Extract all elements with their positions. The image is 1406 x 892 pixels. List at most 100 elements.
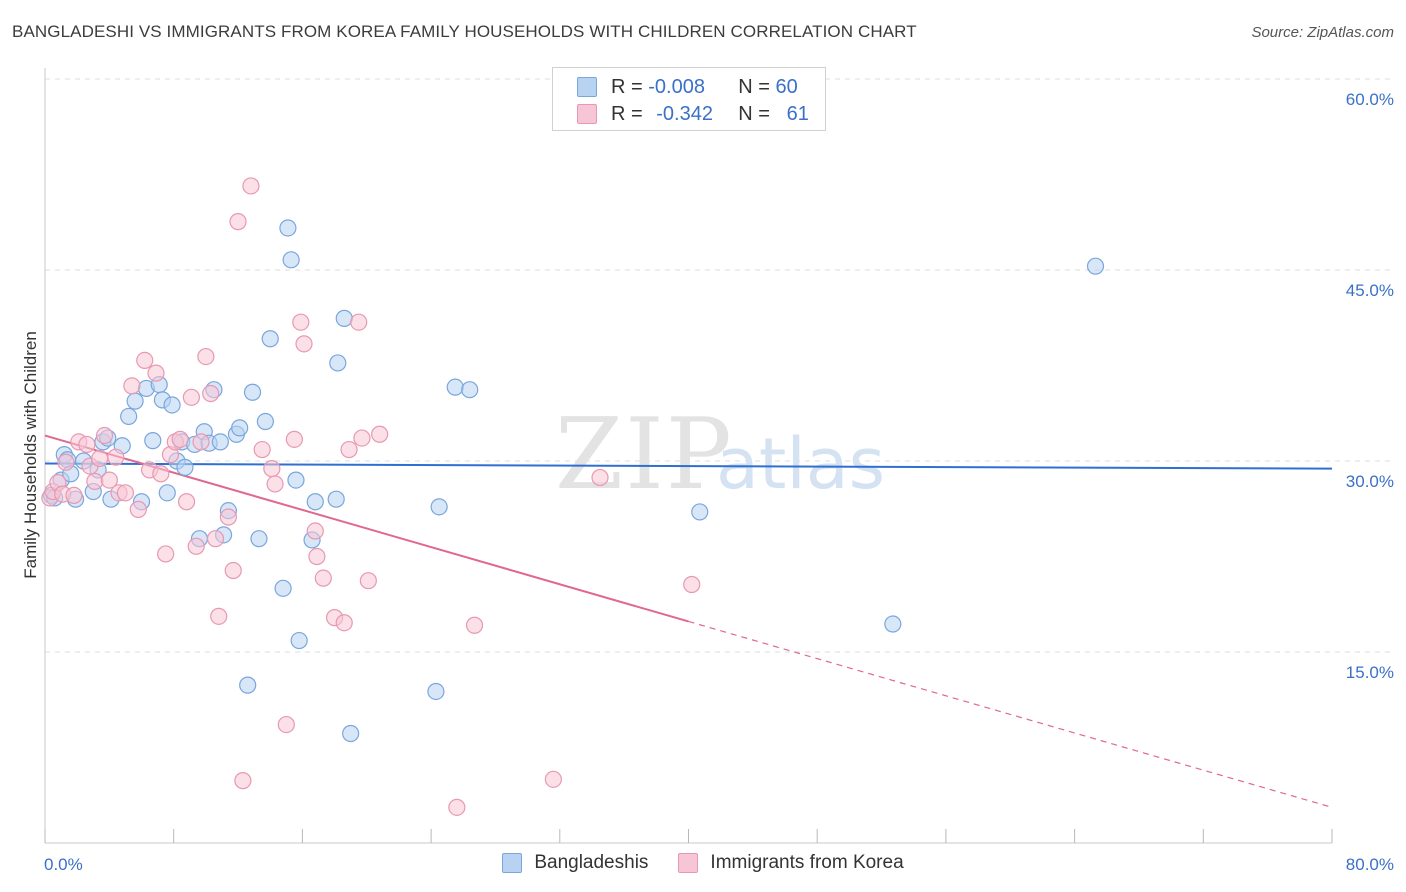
legend-n-value: 61 xyxy=(786,102,809,125)
point-korea xyxy=(78,435,96,454)
point-korea xyxy=(177,493,196,511)
point-korea xyxy=(219,508,237,526)
point-korea xyxy=(285,430,303,448)
legend-n-label: N = xyxy=(738,102,770,125)
point-bangladeshi xyxy=(126,392,144,410)
chart-title: BANGLADESHI VS IMMIGRANTS FROM KOREA FAM… xyxy=(12,22,917,41)
point-bangladeshi xyxy=(211,433,229,451)
point-korea xyxy=(335,614,353,632)
point-korea xyxy=(129,500,147,518)
y-tick-label: 15.0% xyxy=(1346,663,1394,682)
point-korea xyxy=(210,607,228,625)
point-korea xyxy=(295,335,313,353)
point-korea xyxy=(277,715,295,734)
point-korea xyxy=(95,426,114,445)
point-korea xyxy=(234,772,252,790)
point-bangladeshi xyxy=(342,724,360,743)
point-korea xyxy=(206,530,225,548)
point-bangladeshi xyxy=(884,615,902,633)
point-bangladeshi xyxy=(461,381,479,399)
point-bangladeshi xyxy=(691,503,709,521)
point-korea xyxy=(202,384,220,403)
point-korea xyxy=(308,547,326,566)
point-korea xyxy=(465,616,484,634)
point-korea xyxy=(123,377,141,395)
point-bangladeshi xyxy=(279,219,297,237)
series-legend-bangladeshis[interactable]: Bangladeshis xyxy=(502,852,648,874)
point-bangladeshi xyxy=(144,432,162,450)
point-korea xyxy=(192,433,210,451)
legend-r-value: -0.342 xyxy=(656,102,713,125)
point-bangladeshi xyxy=(239,676,257,694)
point-korea xyxy=(371,425,389,443)
point-bangladeshi xyxy=(335,309,353,327)
point-korea xyxy=(182,388,200,406)
point-korea xyxy=(86,472,104,490)
legend-swatch-blue xyxy=(577,77,597,97)
point-bangladeshi xyxy=(287,471,305,489)
correlation-legend: R = -0.008 N = 60 R = -0.342 N = 61 xyxy=(552,67,826,131)
point-korea xyxy=(266,475,284,493)
legend-swatch-pink xyxy=(678,853,699,873)
grid-layer: 15.0% 30.0% 45.0% 60.0% xyxy=(45,78,1394,682)
point-bangladeshi xyxy=(243,383,262,401)
legend-n-label: N = xyxy=(738,75,770,98)
point-korea xyxy=(57,453,75,471)
point-korea xyxy=(292,313,310,331)
series-legend-label: Bangladeshis xyxy=(534,852,649,873)
series-legend: Bangladeshis Immigrants from Korea xyxy=(0,852,1406,874)
point-korea xyxy=(683,575,701,594)
point-bangladeshi xyxy=(282,251,300,269)
point-bangladeshi xyxy=(290,631,308,650)
point-korea xyxy=(544,770,562,788)
point-korea xyxy=(147,364,165,382)
series-legend-label: Immigrants from Korea xyxy=(710,852,904,873)
point-bangladeshi xyxy=(261,330,279,348)
y-tick-label: 30.0% xyxy=(1346,472,1394,491)
legend-swatch-pink xyxy=(577,104,597,124)
legend-r-label: R = xyxy=(611,75,643,98)
x-tick-label-max: 80.0% xyxy=(1346,855,1394,874)
point-bangladeshi xyxy=(250,530,268,548)
point-korea xyxy=(591,468,609,487)
legend-row-bangladeshis: R = -0.008 N = 60 xyxy=(577,74,798,100)
point-bangladeshi xyxy=(430,498,448,516)
point-korea xyxy=(107,448,125,466)
point-bangladeshi xyxy=(231,419,249,437)
point-bangladeshi xyxy=(163,396,181,414)
trend-line-extension xyxy=(688,620,1333,808)
point-korea xyxy=(224,561,242,580)
point-bangladeshi xyxy=(256,412,274,431)
point-bangladeshi xyxy=(274,579,292,597)
point-bangladeshi xyxy=(427,682,445,701)
watermark-atlas: atlas xyxy=(716,423,885,505)
point-korea xyxy=(152,465,170,483)
point-bangladeshi xyxy=(176,458,194,476)
point-korea xyxy=(306,522,324,540)
point-korea xyxy=(353,429,371,447)
point-bangladeshi xyxy=(120,407,138,426)
y-axis-label: Family Households with Children xyxy=(21,331,40,579)
point-korea xyxy=(242,177,260,195)
legend-r-value: -0.008 xyxy=(648,75,705,98)
point-korea xyxy=(157,545,175,563)
axis-layer xyxy=(44,68,1333,844)
point-bangladeshi xyxy=(158,484,176,502)
point-korea xyxy=(187,537,205,555)
point-korea xyxy=(229,213,247,231)
point-bangladeshi xyxy=(1086,257,1105,275)
point-korea xyxy=(359,572,377,590)
trend-line-bangladeshis xyxy=(44,462,1333,470)
watermark-zip: ZIP xyxy=(555,398,734,512)
source-label: Source: ZipAtlas.com xyxy=(1251,24,1394,41)
point-korea xyxy=(65,486,83,504)
points-layer xyxy=(41,177,1105,816)
series-legend-korea[interactable]: Immigrants from Korea xyxy=(678,852,904,874)
legend-n-value: 60 xyxy=(775,75,798,98)
point-bangladeshi xyxy=(327,490,345,508)
point-korea xyxy=(314,569,332,587)
y-tick-label: 45.0% xyxy=(1346,281,1394,300)
point-korea xyxy=(448,798,466,816)
point-korea xyxy=(171,430,189,448)
